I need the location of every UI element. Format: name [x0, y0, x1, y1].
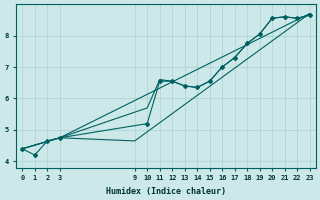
X-axis label: Humidex (Indice chaleur): Humidex (Indice chaleur)	[106, 187, 226, 196]
